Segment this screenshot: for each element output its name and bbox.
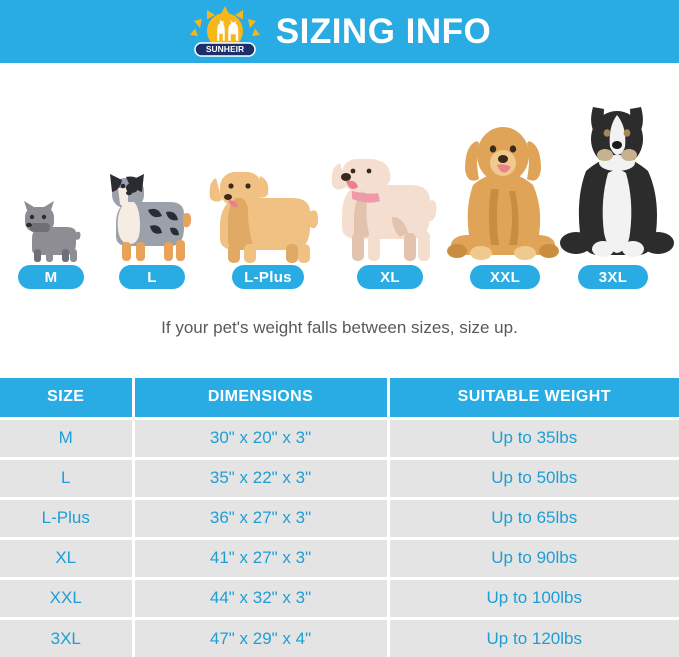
column-header-dimensions: DIMENSIONS (133, 378, 390, 418)
header-inner: SUNHEIR SIZING INFO (188, 5, 492, 58)
size-badge-label: L (147, 268, 157, 286)
size-badge-l-plus[interactable]: L-Plus (232, 265, 304, 289)
cell-weight: Up to 65lbs (388, 496, 679, 538)
size-badge-l[interactable]: L (119, 265, 185, 289)
australian-shepherd-illustration (110, 174, 192, 261)
cell-size: L-Plus (0, 496, 135, 538)
logo-brand-text: SUNHEIR (206, 44, 244, 54)
dog-slot-3xl (560, 91, 675, 263)
column-header-size: SIZE (0, 378, 135, 418)
size-badge-label: XXL (489, 268, 521, 286)
cell-size: L (0, 456, 135, 498)
size-badge-xxl[interactable]: XXL (470, 265, 540, 289)
dog-slot-l (96, 158, 194, 263)
french-bulldog-illustration (24, 201, 81, 262)
page-title: SIZING INFO (275, 12, 492, 51)
table-row: L-Plus 36" x 27" x 3" Up to 65lbs (0, 496, 679, 538)
table-row: 3XL 47" x 29" x 4" Up to 120lbs (0, 616, 679, 657)
cell-size: M (0, 416, 135, 458)
cell-dimensions: 30" x 20" x 3" (133, 416, 390, 458)
yellow-labrador-illustration (331, 159, 437, 261)
sizing-note: If your pet's weight falls between sizes… (161, 318, 518, 337)
table-row: XXL 44" x 32" x 3" Up to 100lbs (0, 576, 679, 618)
cell-dimensions: 36" x 27" x 3" (133, 496, 390, 538)
size-badge-label: M (44, 268, 58, 286)
sizing-table: SIZE DIMENSIONS SUITABLE WEIGHT M 30" x … (0, 378, 679, 657)
sunheir-logo: SUNHEIR (189, 5, 260, 57)
golden-retriever-illustration (447, 127, 559, 260)
cell-dimensions: 44" x 32" x 3" (133, 576, 390, 618)
border-collie-illustration (560, 107, 674, 257)
column-header-weight: SUITABLE WEIGHT (388, 378, 679, 418)
size-badge-label: 3XL (598, 268, 628, 286)
dog-slot-l-plus (200, 160, 318, 263)
table-header-row: SIZE DIMENSIONS SUITABLE WEIGHT (0, 378, 679, 418)
table-row: M 30" x 20" x 3" Up to 35lbs (0, 416, 679, 458)
dog-illustration-row (0, 63, 679, 263)
cell-dimensions: 41" x 27" x 3" (133, 536, 390, 578)
cell-dimensions: 47" x 29" x 4" (133, 616, 390, 657)
table-row: XL 41" x 27" x 3" Up to 90lbs (0, 536, 679, 578)
cell-size: XXL (0, 576, 135, 618)
cell-weight: Up to 90lbs (388, 536, 679, 578)
cell-size: XL (0, 536, 135, 578)
cell-weight: Up to 50lbs (388, 456, 679, 498)
cell-size: 3XL (0, 616, 135, 657)
table-row: L 35" x 22" x 3" Up to 50lbs (0, 456, 679, 498)
cell-dimensions: 35" x 22" x 3" (133, 456, 390, 498)
size-badge-row: M L L-Plus XL XXL 3XL (0, 265, 679, 291)
cell-weight: Up to 120lbs (388, 616, 679, 657)
size-badge-xl[interactable]: XL (357, 265, 423, 289)
dog-slot-m (10, 193, 90, 263)
size-badge-m[interactable]: M (18, 265, 84, 289)
size-badge-label: L-Plus (244, 268, 292, 286)
page-header: SUNHEIR SIZING INFO (0, 0, 679, 63)
golden-labrador-illustration (209, 172, 318, 263)
dog-slot-xxl (443, 111, 561, 263)
dog-slot-xl (322, 145, 437, 263)
size-badge-label: XL (380, 268, 400, 286)
cell-weight: Up to 35lbs (388, 416, 679, 458)
cell-weight: Up to 100lbs (388, 576, 679, 618)
size-badge-3xl[interactable]: 3XL (578, 265, 648, 289)
